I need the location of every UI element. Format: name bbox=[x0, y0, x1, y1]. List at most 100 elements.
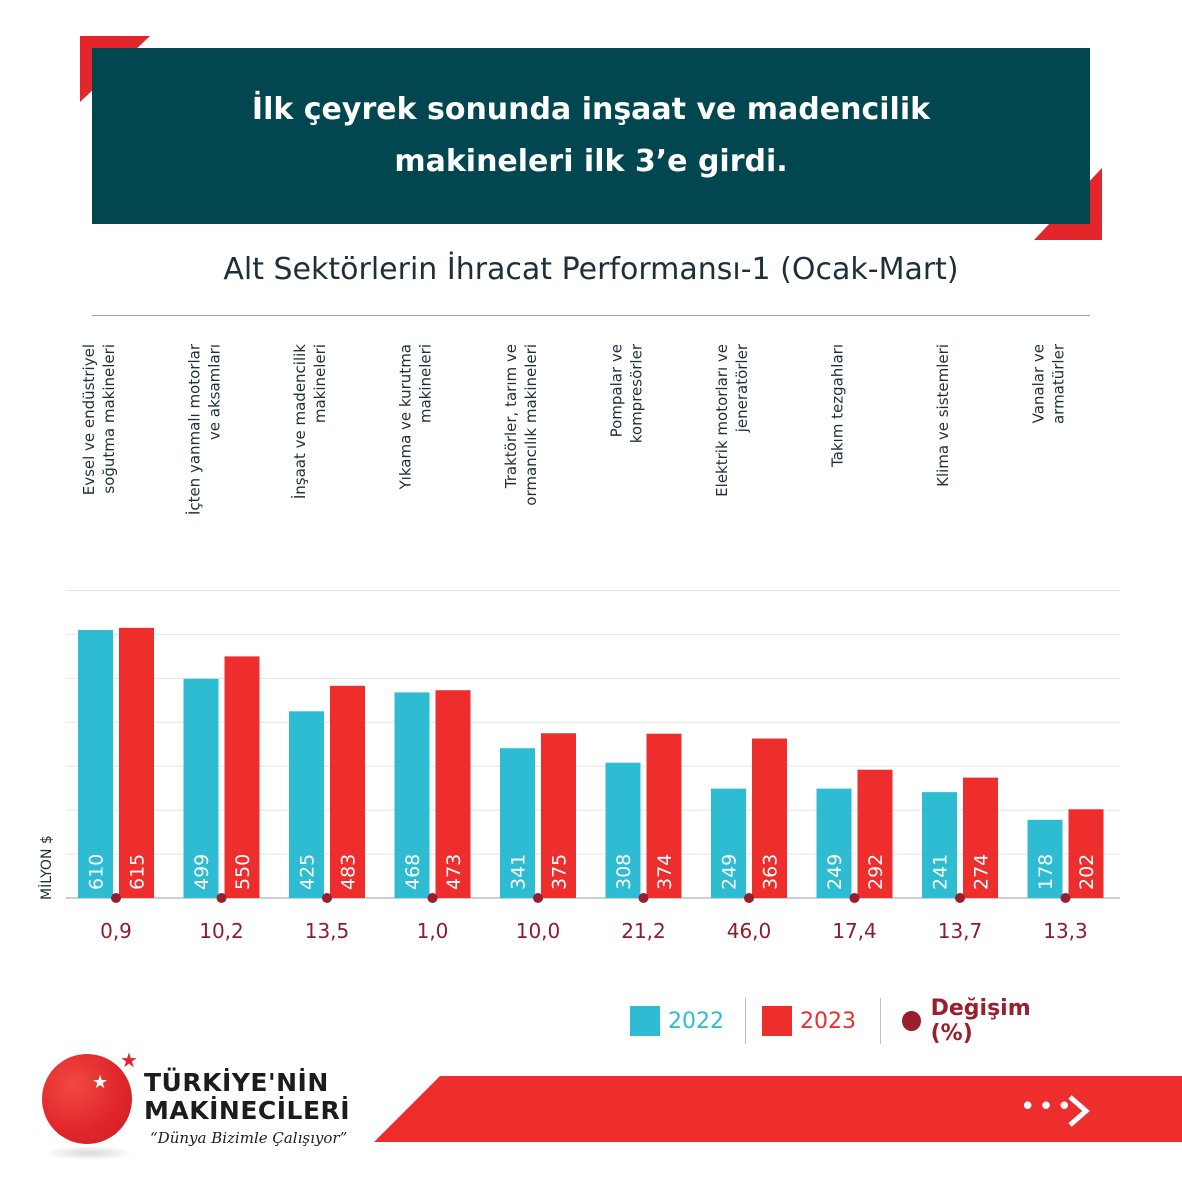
headline-line-1: İlk çeyrek sonunda inşaat ve madencilik bbox=[251, 92, 931, 127]
change-value-label: 10,0 bbox=[516, 919, 561, 943]
category-label: makineleri bbox=[417, 344, 435, 423]
title-divider bbox=[92, 315, 1090, 316]
bars: 610 615 499 550 425 483 468 473 341 375 308 374 249 3… bbox=[78, 627, 1104, 898]
change-value-label: 10,2 bbox=[199, 919, 244, 943]
bar-value-label: 274 bbox=[971, 854, 993, 890]
legend-swatch-2022 bbox=[630, 1006, 660, 1036]
bar-value-label: 363 bbox=[760, 854, 782, 890]
gridlines bbox=[66, 589, 1120, 899]
category-label: ormancılık makineleri bbox=[522, 344, 540, 506]
category-label: Evsel ve endüstriyel bbox=[80, 344, 98, 495]
change-dot bbox=[955, 893, 965, 903]
bar-2022 bbox=[289, 711, 324, 898]
bar-value-label: 483 bbox=[338, 854, 360, 890]
bar-value-label: 610 bbox=[86, 854, 108, 890]
category-label: Klima ve sistemleri bbox=[934, 344, 952, 487]
bar-2023 bbox=[646, 733, 682, 898]
brand-name-line-1: TÜRKİYE'NİN bbox=[144, 1068, 329, 1097]
category-label: Elektrik motorları ve bbox=[713, 344, 731, 497]
legend-dot-change bbox=[902, 1011, 921, 1031]
bar-value-label: 341 bbox=[508, 854, 530, 890]
bar-value-label: 499 bbox=[191, 854, 213, 890]
bar-value-label: 375 bbox=[549, 854, 571, 890]
logo-circle-icon bbox=[42, 1054, 132, 1144]
headline: İlk çeyrek sonunda inşaat ve madencilik … bbox=[92, 84, 1090, 188]
bar-value-label: 249 bbox=[824, 854, 846, 890]
legend-label-2022: 2022 bbox=[668, 1008, 724, 1034]
bar-2023 bbox=[224, 656, 260, 898]
bar-value-label: 425 bbox=[297, 854, 319, 890]
change-value-label: 13,5 bbox=[305, 919, 350, 943]
category-label: İnşaat ve madencilik bbox=[290, 344, 309, 499]
footer-band bbox=[374, 1076, 1182, 1142]
category-label: ve aksamları bbox=[206, 344, 224, 440]
legend: 2022 2023 Değişim (%) bbox=[630, 996, 1070, 1046]
bar-2023 bbox=[857, 769, 893, 898]
star-icon: ★ bbox=[92, 1072, 109, 1093]
legend-item-2023: 2023 bbox=[762, 998, 856, 1044]
bar-2022 bbox=[1027, 819, 1063, 898]
bar-2023 bbox=[1068, 809, 1104, 898]
bar-2022 bbox=[78, 630, 113, 898]
brand-name-line-2: MAKİNECİLERİ bbox=[144, 1096, 351, 1125]
bar-2023 bbox=[752, 738, 787, 898]
bar-2023 bbox=[435, 690, 471, 898]
change-labels: 0,9 10,2 13,5 1,0 10,0 21,2 46,0 17,4 13,7 13,3 bbox=[100, 893, 1088, 943]
bar-value-label: 241 bbox=[930, 854, 952, 890]
change-dot bbox=[427, 893, 438, 903]
star-icon: ★ bbox=[120, 1048, 138, 1072]
bar-2022 bbox=[605, 762, 641, 898]
category-label: Traktörler, tarım ve bbox=[502, 344, 520, 489]
chevron-right-icon bbox=[1068, 1095, 1090, 1127]
change-dot bbox=[111, 893, 121, 903]
bar-2022 bbox=[183, 678, 219, 898]
legend-swatch-2023 bbox=[762, 1006, 792, 1036]
bar-2022 bbox=[711, 788, 746, 898]
category-label: makineleri bbox=[311, 344, 329, 423]
change-dot bbox=[533, 893, 543, 903]
category-label: İçten yanmalı motorlar bbox=[185, 343, 204, 515]
category-label: Takım tezgahları bbox=[829, 344, 847, 468]
bar-2022 bbox=[394, 692, 430, 898]
change-dot bbox=[638, 893, 649, 903]
bar-2022 bbox=[816, 788, 852, 898]
bar-2023 bbox=[330, 685, 365, 898]
legend-label-2023: 2023 bbox=[800, 1008, 856, 1034]
change-dot bbox=[216, 893, 227, 903]
change-value-label: 0,9 bbox=[100, 919, 132, 943]
bar-value-label: 615 bbox=[127, 854, 149, 890]
change-dot bbox=[322, 893, 332, 903]
change-value-label: 21,2 bbox=[621, 919, 666, 943]
legend-item-2022: 2022 bbox=[630, 998, 724, 1044]
bar-value-label: 202 bbox=[1076, 854, 1098, 890]
logo-shadow bbox=[46, 1146, 132, 1160]
category-label: jeneratörler bbox=[733, 343, 751, 433]
category-label: soğutma makineleri bbox=[100, 344, 118, 494]
category-label: armatürler bbox=[1050, 343, 1068, 424]
category-label: Vanalar ve bbox=[1030, 344, 1048, 423]
bar-value-label: 292 bbox=[865, 854, 887, 890]
legend-separator bbox=[880, 998, 881, 1044]
bar-value-label: 178 bbox=[1035, 854, 1057, 890]
bar-2022 bbox=[922, 792, 957, 898]
chart-title: Alt Sektörlerin İhracat Performansı-1 (O… bbox=[223, 252, 959, 287]
brand-slogan: “Dünya Bizimle Çalışıyor” bbox=[150, 1129, 348, 1147]
headline-line-2: makineleri ilk 3’e girdi. bbox=[394, 144, 788, 179]
y-axis-label: MİLYON $ bbox=[37, 835, 55, 900]
category-labels: Evsel ve endüstriyel soğutma makineleri İç… bbox=[80, 343, 1068, 515]
bar-value-label: 550 bbox=[232, 854, 254, 890]
bar-value-label: 374 bbox=[654, 854, 676, 890]
bar-value-label: 468 bbox=[402, 854, 424, 890]
headline-banner: İlk çeyrek sonunda inşaat ve madencilik … bbox=[92, 48, 1090, 224]
category-label: Pompalar ve bbox=[608, 344, 626, 437]
change-value-label: 46,0 bbox=[727, 919, 772, 943]
bar-value-label: 308 bbox=[613, 854, 635, 890]
bar-value-label: 473 bbox=[443, 854, 465, 890]
brand-logo: ★ ★ TÜRKİYE'NİN MAKİNECİLERİ “Dünya Bizi… bbox=[40, 1048, 360, 1170]
bar-chart: Evsel ve endüstriyel soğutma makineleri İç… bbox=[37, 343, 1120, 943]
bar-2023 bbox=[119, 627, 154, 898]
change-value-label: 17,4 bbox=[832, 919, 877, 943]
legend-separator bbox=[745, 998, 746, 1044]
bar-2023 bbox=[963, 777, 998, 898]
bar-2022 bbox=[500, 748, 535, 898]
